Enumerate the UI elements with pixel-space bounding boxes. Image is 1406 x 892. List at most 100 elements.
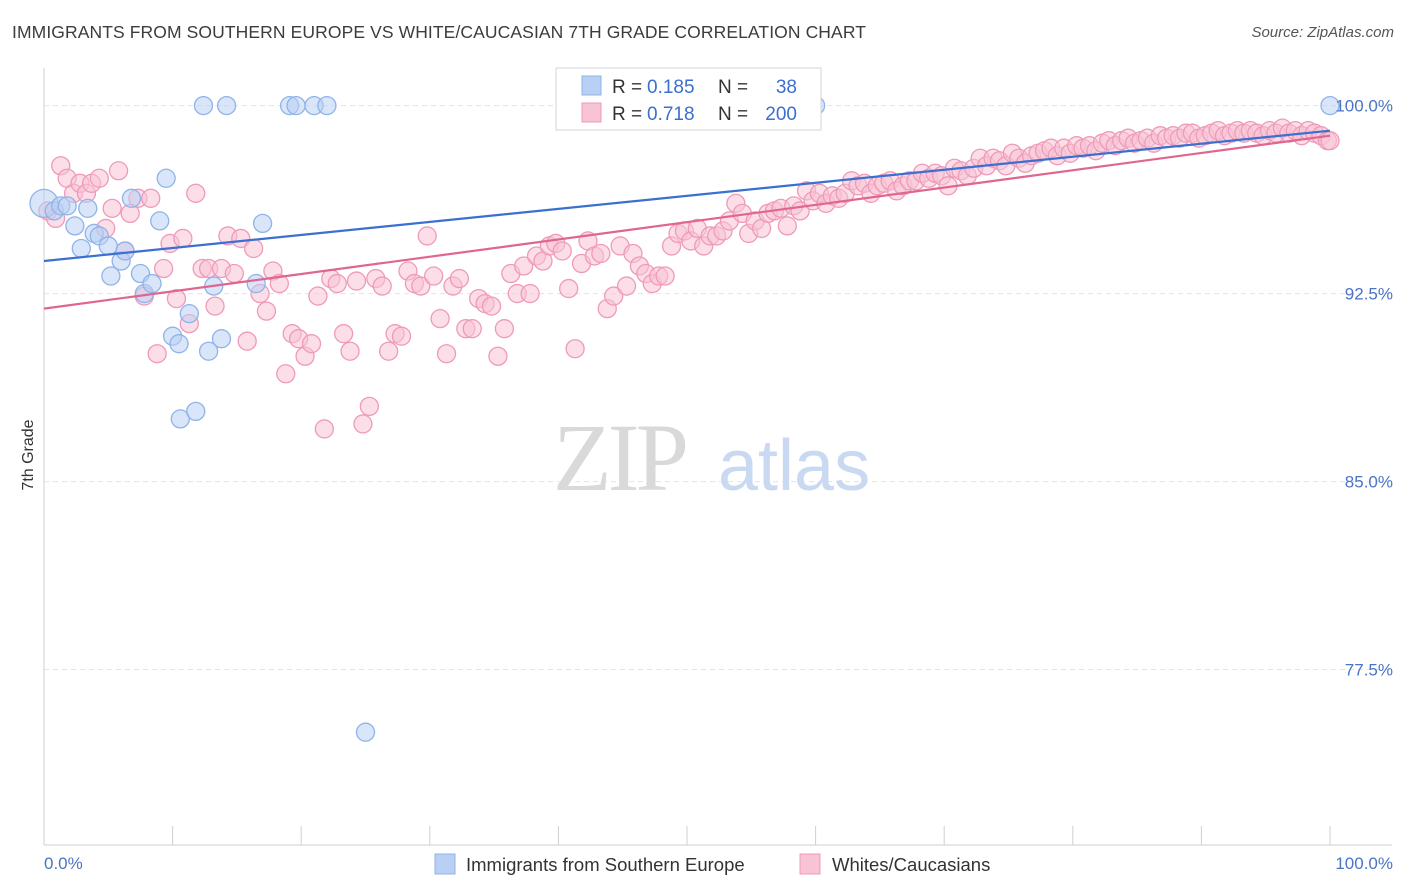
point-whites-74 [514,256,534,276]
point-whites-86 [591,243,611,264]
point-whites-58 [411,276,431,296]
point-whites-43 [314,419,334,439]
point-whites-36 [269,273,289,294]
points-whites [38,118,1340,439]
point-immigrants-21 [170,409,190,429]
x-tick-label-max: 100.0% [1335,854,1393,873]
point-whites-45 [327,273,347,294]
stats-legend: R = 0.185 N = 38 R = 0.718 N = 200 [555,67,822,131]
point-whites-41 [301,334,322,354]
legend-label-immigrants[interactable]: Immigrants from Southern Europe [466,854,745,875]
point-immigrants-30 [252,213,273,234]
point-immigrants-29 [246,273,266,294]
x-ticks [43,826,1331,845]
grid-lines [44,105,1392,671]
stats-n-value-0: 38 [776,77,797,98]
legend-label-whites[interactable]: Whites/Caucasians [832,854,990,875]
point-whites-80 [552,241,572,261]
watermark: ZIP atlas [553,404,870,511]
legend-swatch-whites[interactable] [799,853,821,875]
point-immigrants-3 [57,196,77,216]
x-tick-label-min: 0.0% [44,854,83,873]
point-immigrants-12 [115,241,135,261]
point-whites-82 [565,339,585,359]
point-whites-115 [777,216,797,236]
point-whites-32 [243,238,264,259]
point-immigrants-32 [286,95,306,116]
stats-r-label-0: R = [612,77,642,98]
point-whites-17 [147,344,167,364]
point-whites-81 [559,278,579,299]
stats-r-label-1: R = [612,104,642,125]
point-whites-48 [346,271,367,291]
point-immigrants-9 [98,236,118,256]
point-whites-16 [141,188,161,208]
point-whites-21 [173,228,193,249]
point-immigrants-18 [156,168,176,188]
point-immigrants-27 [211,329,232,349]
point-whites-59 [417,226,437,246]
point-immigrants-20 [169,334,189,354]
stats-n-label-1: N = [718,104,748,125]
chart-source: Source: ZipAtlas.com [1251,24,1394,41]
point-whites-61 [430,308,450,329]
point-immigrants-37 [1320,95,1340,116]
point-whites-8 [89,168,109,188]
point-immigrants-5 [71,238,91,259]
point-whites-64 [449,268,470,289]
point-whites-26 [205,296,225,316]
point-whites-50 [359,396,380,417]
point-whites-75 [520,283,540,304]
point-whites-88 [604,286,624,306]
point-whites-49 [353,414,373,434]
point-whites-18 [153,258,174,279]
y-axis-title: 7th Grade [20,419,37,490]
point-whites-42 [308,286,328,306]
point-whites-62 [436,344,457,364]
point-immigrants-24 [193,95,214,116]
point-whites-70 [488,346,508,366]
watermark-zip: ZIP [553,404,686,511]
y-tick-label-2: 85.0% [1345,473,1393,492]
y-tick-label-0: 100.0% [1335,97,1393,116]
point-immigrants-13 [121,188,142,208]
watermark-atlas: atlas [718,426,870,506]
series-legend: Immigrants from Southern Europe Whites/C… [434,853,990,875]
point-whites-20 [166,288,187,309]
point-whites-34 [256,301,277,321]
point-immigrants-6 [78,198,98,219]
point-immigrants-23 [186,401,206,422]
point-immigrants-17 [150,211,170,231]
chart-title: IMMIGRANTS FROM SOUTHERN EUROPE VS WHITE… [12,22,867,42]
stats-r-value-0: 0.185 [647,77,695,98]
point-whites-96 [655,266,675,286]
point-immigrants-4 [65,216,85,236]
stats-n-label-0: N = [718,77,748,98]
point-whites-37 [276,364,296,384]
trend-line-whites [43,134,1331,310]
point-whites-23 [186,183,206,203]
legend-swatch-immigrants[interactable] [434,853,456,875]
point-whites-29 [224,263,244,284]
point-whites-30 [231,228,251,249]
y-tick-label-1: 92.5% [1345,285,1393,304]
point-whites-55 [391,326,412,346]
point-whites-46 [333,324,354,344]
point-whites-47 [340,341,360,361]
point-whites-200 [1320,131,1340,151]
point-immigrants-28 [216,95,237,116]
stats-n-value-1: 200 [765,104,797,125]
point-whites-90 [616,276,637,296]
y-tick-labels: 100.0% 92.5% 85.0% 77.5% [1335,97,1393,680]
point-whites-53 [378,341,399,361]
y-tick-label-3: 77.5% [1345,661,1393,680]
trend-lines [43,129,1331,310]
point-immigrants-16 [142,273,162,294]
stats-r-value-1: 0.718 [647,104,695,125]
point-immigrants-25 [198,341,219,361]
point-whites-60 [424,266,444,286]
point-whites-52 [372,276,392,296]
point-immigrants-34 [317,95,337,116]
stats-swatch-whites [581,102,602,123]
